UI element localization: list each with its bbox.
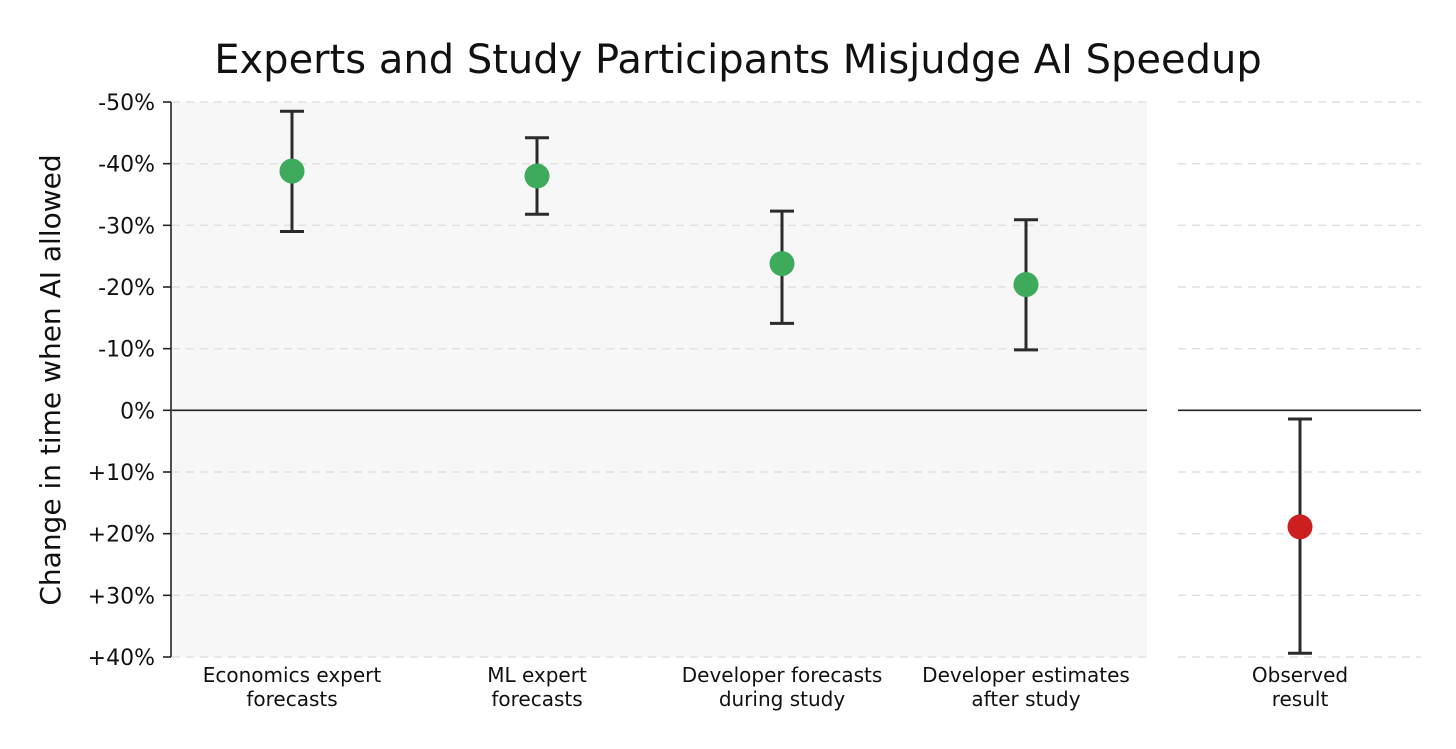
x-tick-label-line: Observed bbox=[1252, 663, 1348, 687]
y-tick-label: +20% bbox=[88, 523, 155, 548]
x-tick-label-line: ML expert bbox=[487, 663, 587, 687]
y-tick-label: +10% bbox=[88, 461, 155, 486]
data-point bbox=[769, 251, 795, 277]
marks-layer bbox=[279, 109, 1313, 655]
panels-layer bbox=[172, 102, 1421, 657]
x-tick-label: Observed result bbox=[1252, 663, 1348, 711]
y-tick-label: +30% bbox=[88, 584, 155, 609]
point-group-observed-0 bbox=[1287, 417, 1313, 655]
data-point bbox=[279, 158, 305, 184]
x-tick-label-line: forecasts bbox=[246, 687, 337, 711]
x-tick-label-line: Developer forecasts bbox=[682, 663, 883, 687]
point-group-forecasts-3 bbox=[1013, 218, 1039, 352]
chart-title: Experts and Study Participants Misjudge … bbox=[214, 37, 1262, 83]
x-tick-label-line: during study bbox=[719, 687, 846, 711]
point-group-forecasts-0 bbox=[279, 109, 305, 233]
y-axis-label: Change in time when AI allowed bbox=[34, 154, 67, 605]
y-tick-label: 0% bbox=[120, 399, 155, 424]
y-tick-label: -50% bbox=[98, 91, 155, 116]
x-tick-label: ML expert forecasts bbox=[487, 663, 587, 711]
x-tick-label-line: Economics expert bbox=[203, 663, 382, 687]
panel-background-forecasts bbox=[172, 102, 1147, 657]
x-tick-label-line: Developer estimates bbox=[922, 663, 1130, 687]
y-tick-label: -40% bbox=[98, 153, 155, 178]
data-point bbox=[524, 163, 550, 189]
x-tick-label-line: result bbox=[1272, 687, 1329, 711]
y-tick-label: -10% bbox=[98, 338, 155, 363]
x-tick-label-line: forecasts bbox=[491, 687, 582, 711]
axes-layer bbox=[163, 101, 172, 658]
point-group-forecasts-1 bbox=[524, 136, 550, 216]
x-tick-label: Economics expert forecasts bbox=[203, 663, 382, 711]
x-tick-label-line: after study bbox=[971, 687, 1080, 711]
y-tick-label: -20% bbox=[98, 276, 155, 301]
y-tick-label: -30% bbox=[98, 214, 155, 239]
gridlines-layer bbox=[172, 101, 1421, 658]
x-tick-label: Developer forecasts during study bbox=[682, 663, 883, 711]
y-tick-label: +40% bbox=[88, 646, 155, 671]
data-point bbox=[1287, 514, 1313, 540]
data-point bbox=[1013, 272, 1039, 298]
x-tick-label: Developer estimates after study bbox=[922, 663, 1130, 711]
point-group-forecasts-2 bbox=[769, 209, 795, 325]
